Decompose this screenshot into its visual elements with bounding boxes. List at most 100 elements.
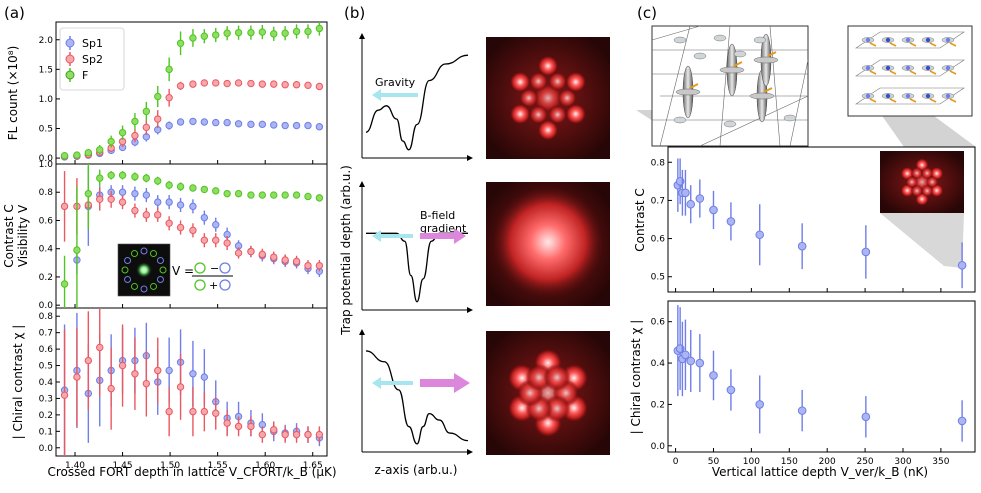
x-tick-label: 0: [673, 457, 679, 467]
x-tick-label: 1.50: [160, 461, 180, 471]
y-tick-label: 1.5: [39, 65, 53, 75]
data-point: [189, 370, 197, 378]
lattice-illustration-1: [651, 25, 809, 147]
data-point: [131, 189, 139, 198]
y-tick-label: 0.4: [39, 378, 54, 388]
legend-sp2-label: Sp2: [82, 53, 103, 66]
y-tick-label: 0.6: [651, 318, 666, 328]
y-tick-label: 0.0: [39, 444, 54, 454]
layer-spin: [889, 42, 897, 47]
lattice-site: [673, 36, 687, 44]
data-point: [234, 28, 243, 37]
data-point: [96, 195, 104, 203]
data-point: [315, 194, 324, 202]
ring-circle: [159, 266, 167, 274]
series-sp2: [60, 171, 324, 272]
ring-circle: [150, 282, 157, 290]
hex-inner-spot: [528, 104, 549, 125]
data-point: [84, 356, 93, 365]
lattice-site: [673, 116, 687, 124]
hex-inner-spot: [528, 71, 549, 92]
y-tick-label: 0.8: [39, 312, 54, 322]
a-bot-plot: 0.0 0.1 0.2 0.3 0.4 0.5 0.6 0.7 0.8 1.40 1.45 1.50 1…: [39, 308, 324, 471]
layer-atom: [865, 37, 871, 43]
lattice-disk: [753, 56, 779, 64]
data-point: [281, 191, 289, 199]
data-point: [315, 24, 324, 33]
y-tick-label: 0.0: [651, 442, 666, 452]
data-point: [60, 391, 69, 399]
x-tick-label: 1.40: [65, 461, 85, 471]
layer-atom: [905, 37, 911, 43]
layer-atom: [885, 37, 891, 43]
layer-spin: [869, 70, 877, 75]
b-xaxis-arrowhead: [467, 307, 473, 313]
gravity-arrow-2: [372, 230, 413, 242]
data-point: [107, 137, 115, 146]
data-point: [292, 191, 301, 199]
lattice-disk: [719, 66, 745, 74]
formula-num-minus: −: [210, 262, 219, 275]
data-point: [131, 117, 139, 126]
data-point: [223, 419, 231, 427]
data-point: [96, 146, 104, 154]
layer-atom: [945, 65, 951, 71]
data-point: [165, 181, 173, 189]
b-image-top: [486, 37, 610, 159]
data-point: [131, 173, 139, 181]
data-point: [212, 409, 220, 417]
b-image-top-spots: [509, 55, 587, 141]
data-point: [212, 31, 220, 39]
data-point: [176, 383, 185, 391]
data-point: [212, 221, 220, 229]
a-xlabel: Crossed FORT depth in lattice V_CFORT/k_…: [47, 465, 336, 479]
data-point: [73, 246, 81, 254]
a-legend: Sp1 Sp2 F: [59, 27, 125, 91]
series-sp1: [673, 305, 967, 442]
data-point: [176, 118, 185, 126]
data-point: [695, 194, 705, 203]
y-tick-label: 0.4: [39, 245, 54, 255]
data-point: [142, 191, 151, 199]
data-point: [681, 350, 690, 360]
data-point: [189, 202, 197, 211]
c-wedge-inset: [880, 213, 964, 268]
data-point: [292, 430, 301, 439]
inset-ring: [121, 247, 167, 293]
y-tick-label: 0.7: [39, 329, 53, 339]
y-tick-label: 1.0: [39, 160, 54, 170]
data-point: [200, 32, 209, 40]
data-point: [755, 230, 765, 240]
data-point: [176, 223, 185, 232]
data-point: [234, 189, 243, 198]
data-point: [247, 422, 255, 431]
x-tick-label: 350: [932, 457, 949, 467]
data-point: [281, 256, 289, 264]
spin-arrow: [763, 87, 773, 93]
a-mid-plot: 0.0 0.2 0.4 0.6 0.8 1.0: [39, 160, 324, 311]
hex-inner-spot: [543, 363, 571, 391]
layer-spin: [869, 98, 877, 103]
potential-curve-gravity: [365, 54, 469, 151]
ring-circle: [121, 266, 129, 274]
data-point: [200, 373, 209, 381]
lattice-illustration-2: [847, 25, 973, 117]
data-point: [154, 177, 162, 185]
a-mid-ylabel-2: Visibility V: [16, 204, 30, 267]
hex-inner-spot: [920, 184, 934, 198]
data-point: [154, 211, 162, 219]
data-point: [212, 118, 220, 127]
data-point: [73, 373, 81, 381]
layer-atom: [885, 65, 891, 71]
data-point: [200, 236, 209, 244]
data-point: [755, 400, 765, 409]
data-point: [247, 120, 255, 129]
data-point: [223, 118, 231, 127]
gravity-arrow-3: [372, 377, 413, 389]
c-top-ylabel: Contrast C: [633, 188, 647, 251]
layer-plane: [855, 87, 965, 105]
b-xaxis-arrowhead: [467, 155, 473, 161]
data-point: [200, 118, 209, 126]
lattice1-content: [651, 25, 809, 147]
data-point: [212, 79, 220, 87]
